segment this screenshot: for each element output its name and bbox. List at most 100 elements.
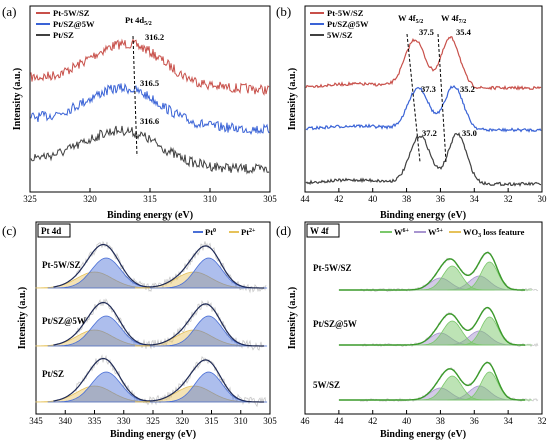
panel-a-dashed-guide	[132, 35, 138, 157]
b-peak-value: 37.3	[421, 84, 436, 94]
a-peak-value: 316.2	[145, 32, 164, 42]
panel-a-legend: Pt-5W/SZ Pt/SZ@5W Pt/SZ	[36, 8, 95, 40]
raw-data	[359, 307, 539, 348]
x-tick-label: 32	[538, 416, 547, 426]
b-peak-value: 37.2	[422, 128, 437, 138]
a-peak-value: 316.6	[140, 116, 159, 126]
panel-a-xlabel: Binding energy (eV)	[107, 210, 193, 221]
x-tick-label: 320	[83, 194, 97, 204]
x-tick-label: 30	[538, 194, 548, 204]
x-tick-label: 345	[29, 416, 43, 426]
legend-entry: W6+	[394, 227, 410, 237]
x-tick-label: 315	[205, 416, 219, 426]
legend-entry: W5+	[428, 227, 444, 237]
x-tick-label: 310	[203, 194, 217, 204]
panel-c-legend: Pt0 Pt2+	[193, 227, 256, 237]
x-tick-label: 40	[368, 194, 378, 204]
panel-b-xlabel: Binding energy (eV)	[380, 210, 466, 221]
panel-d-legend: W6+ W5+ WO3 loss feature	[380, 227, 525, 239]
panel-c-xlabel: Binding energy (eV)	[110, 429, 196, 440]
panel-c-box	[37, 223, 71, 238]
panel-a-series	[30, 38, 270, 175]
legend-entry: WO3 loss feature	[463, 227, 525, 239]
a-peak-value: 316.5	[140, 78, 159, 88]
x-tick-label: 34	[504, 416, 514, 426]
x-tick-label: 34	[470, 194, 480, 204]
panel-c-fits	[35, 240, 268, 408]
series-line	[30, 38, 270, 96]
panel-a-ylabel: Intensity (a.u.)	[12, 68, 23, 131]
x-tick-label: 44	[301, 194, 311, 204]
x-tick-label: 320	[176, 416, 190, 426]
sample-label: Pt-5W/SZ	[42, 260, 81, 270]
x-tick-label: 330	[117, 416, 131, 426]
series-line	[305, 36, 542, 91]
series-line	[305, 132, 542, 187]
x-tick-label: 42	[334, 194, 343, 204]
b-peak-value: 35.2	[460, 84, 475, 94]
panel-b-label: (b)	[276, 4, 291, 19]
x-tick-label: 305	[263, 416, 277, 426]
panel-d-label: (d)	[276, 223, 291, 238]
fit-envelope	[53, 301, 265, 347]
fit-envelope	[53, 243, 265, 289]
panel-b-peak-label-2: W 4f7/2	[441, 13, 466, 25]
panel-c-label: (c)	[2, 223, 16, 238]
x-tick-label: 36	[470, 416, 480, 426]
panel-a: (a) 325 320 315 310 305 Pt 4d5/2 316.2 316.5…	[2, 4, 277, 221]
panel-d-xticks: 46 44 42 40 38 36 34 32	[301, 410, 547, 426]
panel-b-legend: Pt-5W/SZ Pt/SZ@5W 5W/SZ	[310, 8, 369, 40]
fit-envelope	[338, 251, 526, 291]
panel-d-box-label: W 4f	[310, 226, 330, 236]
b-peak-value: 37.5	[419, 27, 434, 37]
sample-label: Pt-5W/SZ	[313, 263, 352, 273]
series-line	[30, 125, 270, 175]
legend-entry: Pt/SZ	[53, 30, 74, 40]
legend-entry: Pt-5W/SZ	[53, 8, 90, 18]
sample-label: 5W/SZ	[313, 380, 340, 390]
x-tick-label: 40	[402, 416, 412, 426]
x-tick-label: 310	[234, 416, 248, 426]
x-tick-label: 36	[436, 194, 446, 204]
panel-b-peak-label-1: W 4f5/2	[398, 13, 423, 25]
x-tick-label: 340	[59, 416, 73, 426]
panel-a-peak-label: Pt 4d5/2	[125, 15, 152, 27]
b-peak-value: 35.0	[462, 128, 477, 138]
x-tick-label: 325	[23, 194, 37, 204]
series-line	[30, 82, 270, 135]
panel-d-fits	[338, 250, 539, 403]
fit-envelope	[53, 357, 265, 403]
panel-b-frame	[304, 5, 543, 193]
legend-entry: 5W/SZ	[327, 30, 353, 40]
x-tick-label: 38	[402, 194, 412, 204]
legend-entry: Pt0	[205, 227, 216, 237]
x-tick-label: 305	[263, 194, 277, 204]
x-tick-label: 315	[143, 194, 157, 204]
panel-c-xticks: 345 340 335 330 325 320 315 310 305	[29, 410, 277, 426]
panel-b-ylabel: Intensity (a.u.)	[287, 68, 298, 131]
x-tick-label: 42	[368, 416, 377, 426]
legend-entry: Pt/SZ@5W	[327, 19, 369, 29]
panel-c-ylabel: Intensity (a.u.)	[17, 287, 28, 350]
panel-b-dashed-guide	[437, 33, 447, 163]
panel-d-box	[306, 223, 340, 238]
sample-label: Pt/SZ@5W	[42, 316, 86, 326]
x-tick-label: 46	[301, 416, 311, 426]
panel-d-frame	[304, 221, 543, 415]
fit-envelope	[338, 361, 526, 401]
panel-b-xticks: 44 42 40 38 36 34 32 30	[301, 188, 548, 204]
x-tick-label: 38	[436, 416, 446, 426]
panel-c: (c) 345 340 335 330 325 320 315 310 305 Pt 4d Pt…	[2, 221, 277, 440]
x-tick-label: 335	[88, 416, 102, 426]
panel-a-label: (a)	[2, 4, 16, 19]
b-peak-value: 35.4	[456, 27, 472, 37]
panel-a-xticks: 325 320 315 310 305	[23, 188, 277, 204]
x-tick-label: 325	[146, 416, 160, 426]
panel-b: (b) 44 42 40 38 36 34 32 30 W 4f5/2 W 4f7/2 37.…	[276, 4, 547, 221]
x-tick-label: 32	[504, 194, 513, 204]
sample-label: Pt/SZ	[42, 369, 64, 379]
x-tick-label: 44	[334, 416, 344, 426]
legend-entry: Pt2+	[241, 227, 256, 237]
panel-d: (d) 46 44 42 40 38 36 34 32 W 4f W6+ W5+ WO3 lo…	[276, 221, 547, 440]
